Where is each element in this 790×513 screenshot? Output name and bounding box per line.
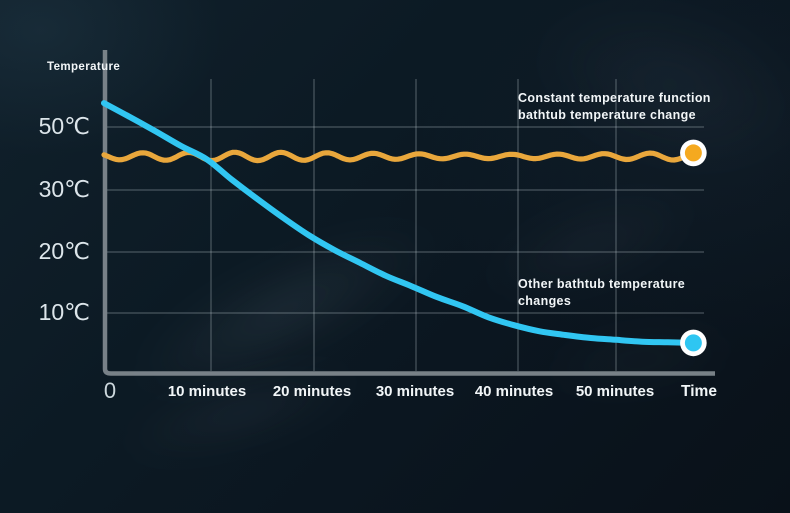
annotation-line: changes <box>518 294 572 308</box>
annotation-constant-series: Constant temperature function bathtub te… <box>518 90 711 124</box>
other-series-end-marker <box>680 329 707 357</box>
series-other-bathtub-line <box>101 100 697 346</box>
x-tick-label-40min: 40 minutes <box>474 383 554 400</box>
annotation-line: Constant temperature function <box>518 91 711 105</box>
annotation-line: Other bathtub temperature <box>518 277 686 291</box>
grid-lines <box>107 79 704 371</box>
annotation-other-series: Other bathtub temperature changes <box>518 276 685 310</box>
x-tick-label-30min: 30 minutes <box>375 383 455 400</box>
x-tick-label-50min: 50 minutes <box>575 383 655 400</box>
y-tick-label-20: 20℃ <box>38 237 90 264</box>
x-origin-label: 0 <box>103 378 117 403</box>
x-tick-label-10min: 10 minutes <box>167 383 247 400</box>
annotation-line: bathtub temperature change <box>518 108 696 122</box>
x-axis-title: Time <box>681 383 717 400</box>
x-tick-label-20min: 20 minutes <box>272 383 352 400</box>
y-tick-label-10: 10℃ <box>38 298 90 325</box>
y-axis-title: Temperature <box>47 61 121 73</box>
y-tick-label-50: 50℃ <box>38 112 90 139</box>
constant-series-end-marker <box>680 139 707 167</box>
axes <box>102 50 715 376</box>
y-tick-label-30: 30℃ <box>38 175 90 202</box>
